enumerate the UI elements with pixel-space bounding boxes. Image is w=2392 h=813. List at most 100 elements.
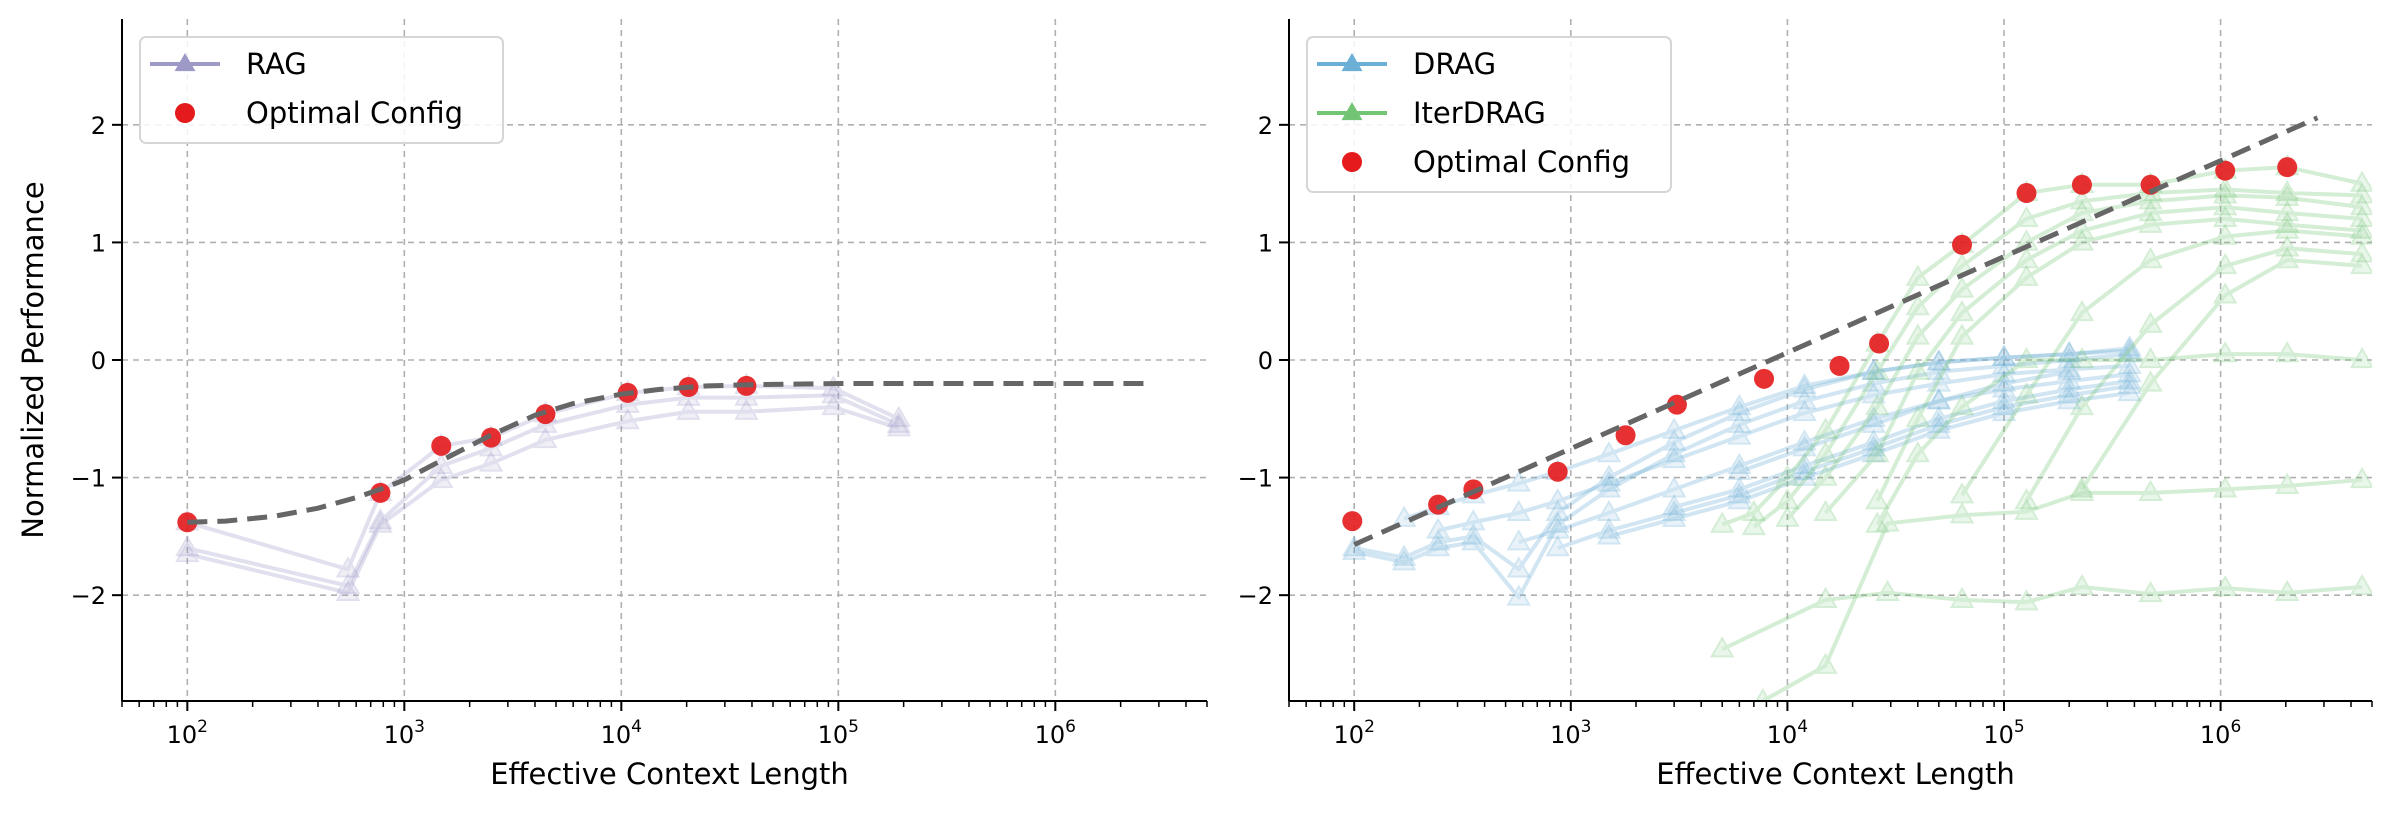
triangle-marker-icon [1341, 102, 1363, 121]
series-line [1721, 584, 2363, 652]
series-drag [1545, 372, 2142, 557]
y-tick-label: 0 [91, 347, 106, 375]
data-point-triangle [1661, 476, 1687, 498]
data-point-triangle [2057, 346, 2082, 369]
data-point-triangle [1949, 586, 1975, 609]
legend-item: DRAG [1317, 47, 1496, 81]
data-point-triangle [1545, 488, 1570, 510]
data-point-triangle [1596, 441, 1622, 463]
data-point-triangle [2069, 476, 2095, 498]
data-point-triangle [2213, 252, 2238, 275]
data-point-triangle [2057, 368, 2082, 390]
grid [122, 19, 1207, 701]
data-point-triangle [2349, 252, 2372, 275]
data-point-triangle [1425, 529, 1451, 551]
legend-frame [1306, 36, 1672, 193]
legend-frame [139, 36, 504, 144]
optimal-config-point [2071, 174, 2092, 195]
data-point-triangle [1949, 299, 1975, 322]
data-point-triangle [2138, 311, 2163, 333]
optimal-config-point [370, 482, 391, 503]
data-point-triangle [1792, 429, 1817, 451]
data-point-triangle [1545, 535, 1570, 557]
series-line [186, 405, 900, 595]
data-point-triangle [1506, 470, 1531, 492]
data-point-triangle [1461, 509, 1486, 531]
data-point-triangle [2349, 573, 2372, 596]
data-point-triangle [886, 405, 911, 427]
data-point-triangle [1991, 361, 2017, 383]
data-point-triangle [2349, 170, 2372, 192]
x-tick-exponent: 6 [1065, 717, 1076, 737]
data-point-triangle [1926, 388, 1951, 410]
series-line [1353, 346, 2130, 572]
data-point-triangle [1391, 544, 1417, 566]
legend-item: RAG [150, 47, 307, 81]
data-point-triangle [1792, 372, 1817, 395]
data-point-triangle [1905, 264, 1930, 286]
data-point-triangle [2069, 394, 2095, 416]
plot-area [175, 372, 1153, 601]
data-point-triangle [2014, 229, 2039, 251]
x-tick-exponent: 6 [2230, 717, 2241, 737]
data-point-triangle [2349, 223, 2372, 245]
data-point-triangle [1813, 441, 1838, 463]
data-point-triangle [533, 426, 558, 449]
data-point-triangle [2117, 379, 2142, 402]
x-tick-label: 105 [1983, 717, 2024, 749]
series-rag [175, 382, 911, 594]
data-point-triangle [2057, 341, 2082, 363]
data-point-triangle [1813, 652, 1838, 674]
series-line [1785, 193, 2363, 521]
x-axis-label: Effective Context Length [490, 757, 849, 791]
data-point-triangle [1545, 517, 1570, 539]
data-point-triangle [2069, 299, 2095, 322]
data-point-triangle [1861, 405, 1886, 427]
data-point-triangle [1861, 429, 1886, 451]
data-point-triangle [2069, 188, 2095, 210]
data-point-triangle [1727, 458, 1752, 480]
data-point-triangle [335, 579, 361, 601]
series-line [1673, 379, 2130, 509]
x-tick-base: 10 [818, 721, 849, 749]
x-axis-ticks: 102 103 104 105 106 [121, 701, 1208, 749]
data-point-triangle [2349, 466, 2372, 489]
data-point-triangle [1792, 376, 1817, 398]
data-point-triangle [1775, 505, 1800, 527]
data-point-triangle [1727, 488, 1752, 510]
data-point-triangle [821, 394, 846, 416]
data-point-triangle [1506, 499, 1531, 522]
data-point-triangle [2275, 200, 2300, 222]
data-point-triangle [2138, 370, 2163, 392]
legend: DRAG IterDRAG Optimal Config [1306, 36, 1672, 193]
data-point-triangle [2069, 479, 2095, 502]
data-point-triangle [2117, 341, 2142, 363]
x-tick-base: 10 [1334, 721, 1365, 749]
data-point-triangle [1727, 452, 1752, 474]
data-point-triangle [1727, 399, 1752, 422]
data-point-triangle [1755, 687, 1771, 701]
data-point-triangle [175, 535, 200, 557]
triangle-marker-icon [1341, 53, 1363, 72]
data-point-triangle [2213, 194, 2238, 216]
data-point-triangle [1875, 579, 1900, 601]
series-line [1557, 383, 2130, 551]
data-point-triangle [1905, 323, 1930, 345]
data-point-triangle [1596, 464, 1622, 486]
data-point-triangle [886, 415, 911, 437]
y-tick-label: 2 [91, 112, 106, 140]
data-point-triangle [2138, 211, 2163, 233]
y-axis-ticks: −2 −1 0 1 2 [1238, 112, 1289, 610]
x-tick-base: 10 [1035, 721, 1066, 749]
data-point-triangle [2117, 361, 2142, 383]
series-line [1875, 352, 2363, 526]
series-line [1608, 390, 2130, 539]
data-point-triangle [2275, 472, 2300, 494]
data-point-triangle [2275, 211, 2300, 233]
data-point-triangle [2057, 358, 2082, 380]
data-point-triangle [2349, 194, 2372, 216]
series-iterdrag [1813, 194, 2372, 522]
legend-item: IterDRAG [1317, 96, 1546, 130]
